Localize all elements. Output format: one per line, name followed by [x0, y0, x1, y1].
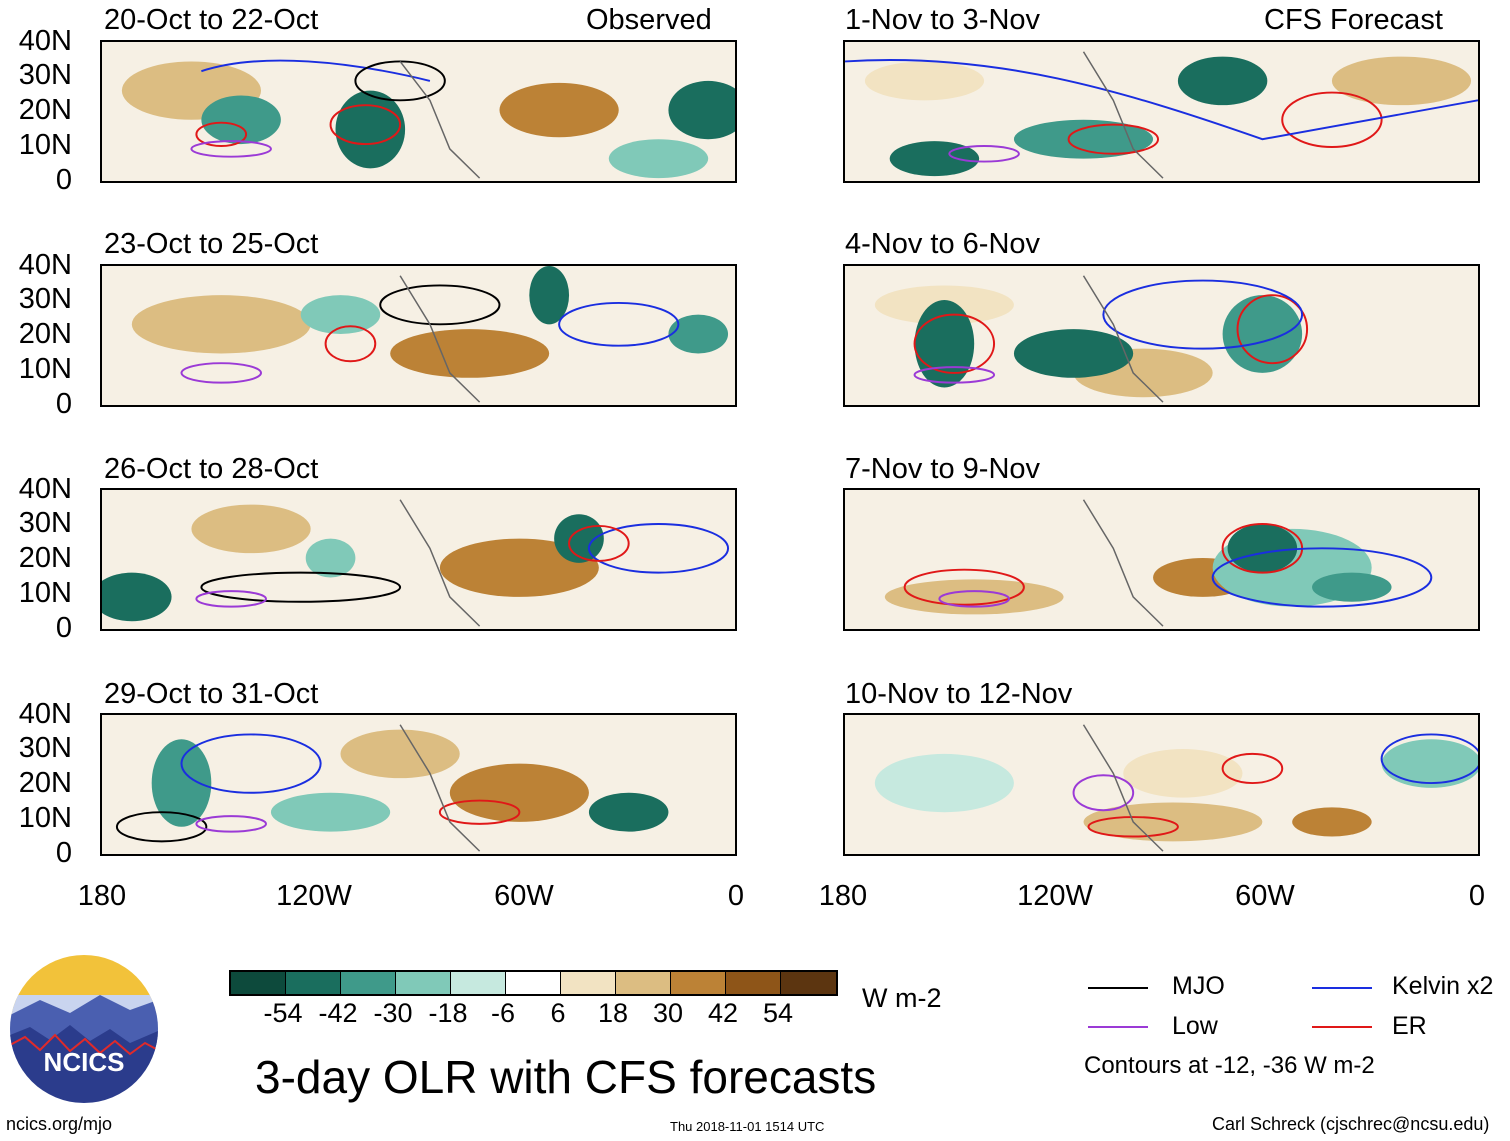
- map-panel: [100, 713, 737, 856]
- panel-title: 26-Oct to 28-Oct: [104, 453, 319, 485]
- panel-title: 7-Nov to 9-Nov: [845, 453, 1041, 485]
- colorbar-cell: [396, 972, 451, 994]
- legend-line-mjo: [1088, 987, 1148, 989]
- panel-title: 20-Oct to 22-Oct: [104, 4, 319, 36]
- y-tick-label: 0: [55, 388, 72, 420]
- map-panel: [843, 40, 1480, 183]
- colorbar-cell: [671, 972, 726, 994]
- colorbar: [229, 970, 838, 996]
- y-tick-label: 20N: [18, 318, 72, 350]
- x-tick-label: 0: [1468, 880, 1486, 912]
- colorbar-label: 6: [550, 998, 566, 1028]
- colorbar-cell: [726, 972, 781, 994]
- footer-author: Carl Schreck (cjschrec@ncsu.edu): [1212, 1114, 1490, 1134]
- panel-title: 29-Oct to 31-Oct: [104, 678, 319, 710]
- y-tick-label: 10N: [18, 577, 72, 609]
- legend-line-kelvin: [1312, 987, 1372, 989]
- colorbar-cell: [616, 972, 671, 994]
- map-panel: [843, 713, 1480, 856]
- colorbar-label: 18: [597, 998, 629, 1028]
- y-tick-label: 0: [55, 837, 72, 869]
- panel-title: 4-Nov to 6-Nov: [845, 228, 1041, 260]
- colorbar-label: -18: [428, 998, 468, 1028]
- legend-line-low: [1088, 1026, 1148, 1028]
- y-tick-label: 0: [55, 612, 72, 644]
- map-panel: [843, 488, 1480, 631]
- colorbar-label: -6: [490, 998, 515, 1028]
- colorbar-label: -42: [318, 998, 358, 1028]
- colorbar-label: -30: [373, 998, 413, 1028]
- colorbar-cell: [286, 972, 341, 994]
- x-tick-label: 180: [77, 880, 127, 912]
- y-tick-label: 40N: [18, 249, 72, 281]
- footer-timestamp: Thu 2018-11-01 1514 UTC: [670, 1119, 825, 1134]
- x-tick-label: 120W: [276, 880, 352, 912]
- colorbar-cell: [451, 972, 506, 994]
- colorbar-unit: W m-2: [862, 983, 942, 1013]
- colorbar-cell: [781, 972, 836, 994]
- map-panel: [100, 488, 737, 631]
- colorbar-label: -54: [263, 998, 303, 1028]
- y-tick-label: 20N: [18, 767, 72, 799]
- map-panel: [100, 264, 737, 407]
- y-tick-label: 40N: [18, 25, 72, 57]
- x-tick-label: 120W: [1017, 880, 1093, 912]
- ncics-logo: NCICS: [10, 955, 158, 1103]
- x-tick-label: 60W: [494, 880, 554, 912]
- panel-tag-forecast: CFS Forecast: [1264, 4, 1443, 36]
- colorbar-label: 54: [762, 998, 794, 1028]
- map-panel: [100, 40, 737, 183]
- y-tick-label: 30N: [18, 283, 72, 315]
- colorbar-cell: [341, 972, 396, 994]
- map-panel: [843, 264, 1480, 407]
- colorbar-label: 42: [707, 998, 739, 1028]
- colorbar-cell: [561, 972, 616, 994]
- y-tick-label: 30N: [18, 507, 72, 539]
- y-tick-label: 20N: [18, 542, 72, 574]
- footer-url: ncics.org/mjo: [6, 1114, 113, 1134]
- y-tick-label: 10N: [18, 129, 72, 161]
- panel-title: 10-Nov to 12-Nov: [845, 678, 1073, 710]
- panel-tag-observed: Observed: [586, 4, 712, 36]
- x-tick-label: 60W: [1235, 880, 1295, 912]
- colorbar-cell: [506, 972, 561, 994]
- y-tick-label: 30N: [18, 59, 72, 91]
- legend-line-er: [1312, 1026, 1372, 1028]
- logo-text: NCICS: [43, 1047, 125, 1077]
- y-tick-label: 40N: [18, 473, 72, 505]
- y-tick-label: 0: [55, 164, 72, 196]
- legend-label-kelvin: Kelvin x2: [1392, 972, 1494, 1000]
- y-tick-label: 10N: [18, 353, 72, 385]
- y-tick-label: 10N: [18, 802, 72, 834]
- chart-title: 3-day OLR with CFS forecasts: [255, 1051, 877, 1103]
- legend-label-low: Low: [1172, 1012, 1218, 1040]
- x-tick-label: 180: [818, 880, 868, 912]
- y-tick-label: 30N: [18, 732, 72, 764]
- colorbar-cell: [231, 972, 286, 994]
- panel-title: 23-Oct to 25-Oct: [104, 228, 319, 260]
- colorbar-label: 30: [652, 998, 684, 1028]
- legend-note: Contours at -12, -36 W m-2: [1084, 1052, 1375, 1079]
- x-tick-label: 0: [727, 880, 745, 912]
- y-tick-label: 40N: [18, 698, 72, 730]
- y-tick-label: 20N: [18, 94, 72, 126]
- panel-title: 1-Nov to 3-Nov: [845, 4, 1041, 36]
- legend-label-er: ER: [1392, 1012, 1427, 1040]
- legend-label-mjo: MJO: [1172, 972, 1225, 1000]
